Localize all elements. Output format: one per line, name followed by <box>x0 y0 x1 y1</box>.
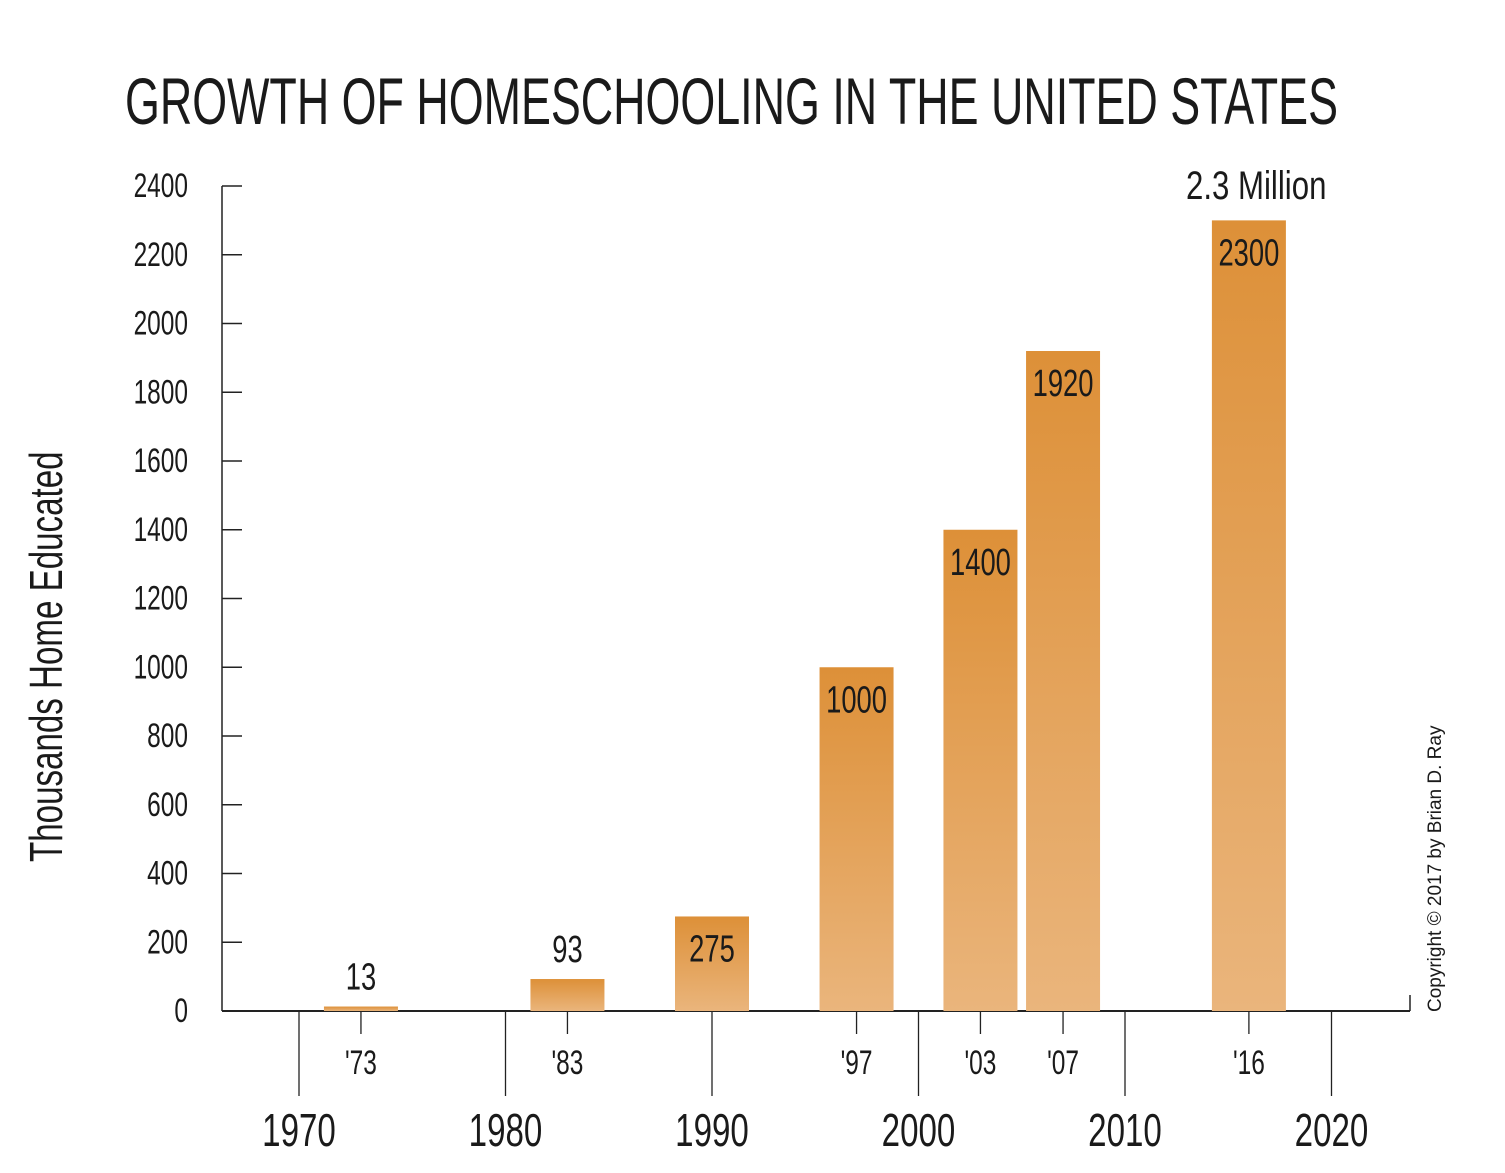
decade-tick-label: 1980 <box>469 1106 543 1156</box>
chart-title: GROWTH OF HOMESCHOOLING IN THE UNITED ST… <box>125 64 1338 138</box>
y-tick-label: 2400 <box>134 167 188 205</box>
annotation-total: 2.3 Million <box>1186 163 1326 208</box>
decade-tick-label: 1990 <box>675 1106 749 1156</box>
y-tick-label: 2000 <box>134 305 188 343</box>
bar <box>323 1006 398 1011</box>
y-tick-label: 0 <box>174 992 188 1030</box>
y-tick-label: 1000 <box>134 648 188 686</box>
bar <box>819 667 894 1011</box>
decade-tick-label: 2010 <box>1088 1106 1162 1156</box>
bar-value-label: 1000 <box>826 679 887 721</box>
bar <box>530 979 605 1011</box>
bar-value-label: 1920 <box>1033 363 1094 405</box>
year-tick-label: '07 <box>1047 1044 1079 1082</box>
y-tick-label: 1200 <box>134 580 188 618</box>
decade-tick-label: 2020 <box>1295 1106 1369 1156</box>
bar-value-label: 1400 <box>950 541 1011 583</box>
y-tick-label: 1600 <box>134 442 188 480</box>
y-tick-label: 1800 <box>134 373 188 411</box>
bar <box>675 916 749 1011</box>
bar-value-label: 2300 <box>1218 232 1279 274</box>
y-tick-label: 200 <box>147 923 188 961</box>
y-tick-label: 400 <box>147 855 188 893</box>
y-tick-label: 600 <box>147 786 188 824</box>
bar <box>943 529 1018 1011</box>
y-tick-label: 800 <box>147 717 188 755</box>
copyright-note: Copyright © 2017 by Brian D. Ray <box>1425 725 1446 1012</box>
decade-tick-label: 2000 <box>882 1106 956 1156</box>
y-tick-label: 2200 <box>134 236 188 274</box>
year-tick-label: '83 <box>552 1044 584 1082</box>
year-tick-label: '73 <box>345 1044 377 1082</box>
bar-value-label: 275 <box>689 928 735 970</box>
decade-tick-label: 1970 <box>262 1106 336 1156</box>
year-tick-label: '03 <box>965 1044 997 1082</box>
y-axis-label: Thousands Home Educated <box>22 451 72 862</box>
bar-value-label: 93 <box>552 929 582 971</box>
bar-value-label: 13 <box>346 956 376 998</box>
bar <box>1026 351 1101 1011</box>
year-tick-label: '97 <box>841 1044 873 1082</box>
year-tick-label: '16 <box>1233 1044 1265 1082</box>
y-tick-label: 1400 <box>134 511 188 549</box>
bar <box>1211 220 1286 1011</box>
